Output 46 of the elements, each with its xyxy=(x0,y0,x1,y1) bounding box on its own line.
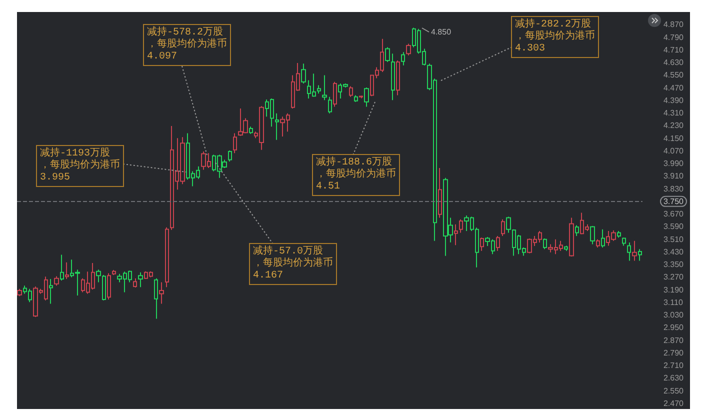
candlestick xyxy=(322,74,327,101)
annotation: 减持-57.0万股，每股均价为港币4.167 xyxy=(253,244,333,282)
y-tick-label: 3.190 xyxy=(663,285,684,294)
y-tick-label: 4.470 xyxy=(663,83,684,92)
annotation: 减持-578.2万股，每股均价为港币4.097 xyxy=(147,26,227,62)
y-tick-label: 2.470 xyxy=(663,399,684,408)
y-tick-label: 3.110 xyxy=(663,298,684,307)
y-tick-label: 3.430 xyxy=(663,247,684,256)
y-tick-label: 3.830 xyxy=(663,184,684,194)
y-tick-label: 3.670 xyxy=(663,210,684,219)
y-tick-label: 4.150 xyxy=(663,134,684,143)
candlestick xyxy=(133,278,137,288)
candlestick xyxy=(112,269,116,276)
annotation: 4.850 xyxy=(431,28,452,36)
annotation: 减持-282.2万股，每股均价为港币4.303 xyxy=(515,18,595,54)
y-tick-label: 3.350 xyxy=(663,260,684,270)
y-tick-label: 4.870 xyxy=(663,20,684,30)
annotation: 减持-1193万股，每股均价为港币3.995 xyxy=(40,146,120,184)
y-tick-label: 4.790 xyxy=(663,32,684,42)
y-tick-label: 3.990 xyxy=(663,159,684,168)
candlestick xyxy=(349,86,353,98)
y-tick-label: 2.790 xyxy=(663,348,684,358)
y-tick-label: 2.550 xyxy=(663,386,684,396)
y-tick-label: 3.590 xyxy=(663,222,684,232)
y-tick-label: 4.390 xyxy=(663,96,684,105)
candlestick xyxy=(228,150,232,162)
y-tick-label: 4.310 xyxy=(663,108,684,118)
y-tick-label: 3.910 xyxy=(663,172,684,181)
annotation: 减持-188.6万股，每股均价为港币4.51 xyxy=(316,156,396,192)
candlestick xyxy=(233,132,237,154)
candlestick xyxy=(317,84,321,94)
y-tick-label: 3.270 xyxy=(663,272,684,282)
y-tick-label: 4.710 xyxy=(663,45,684,54)
y-tick-label: 3.750 xyxy=(663,196,684,206)
y-tick-label: 4.630 xyxy=(663,58,684,68)
y-tick-label: 2.870 xyxy=(663,336,684,345)
y-tick-label: 3.510 xyxy=(663,234,684,244)
candlestick xyxy=(622,237,626,246)
y-tick-label: 2.710 xyxy=(663,361,684,370)
y-tick-label: 4.070 xyxy=(663,146,684,156)
y-tick-label: 4.550 xyxy=(663,70,684,80)
y-tick-label: 3.030 xyxy=(663,310,684,320)
candlestick xyxy=(165,226,169,288)
y-tick-label: 4.230 xyxy=(663,121,684,130)
y-tick-label: 2.950 xyxy=(663,323,684,332)
y-tick-label: 2.630 xyxy=(663,374,684,383)
